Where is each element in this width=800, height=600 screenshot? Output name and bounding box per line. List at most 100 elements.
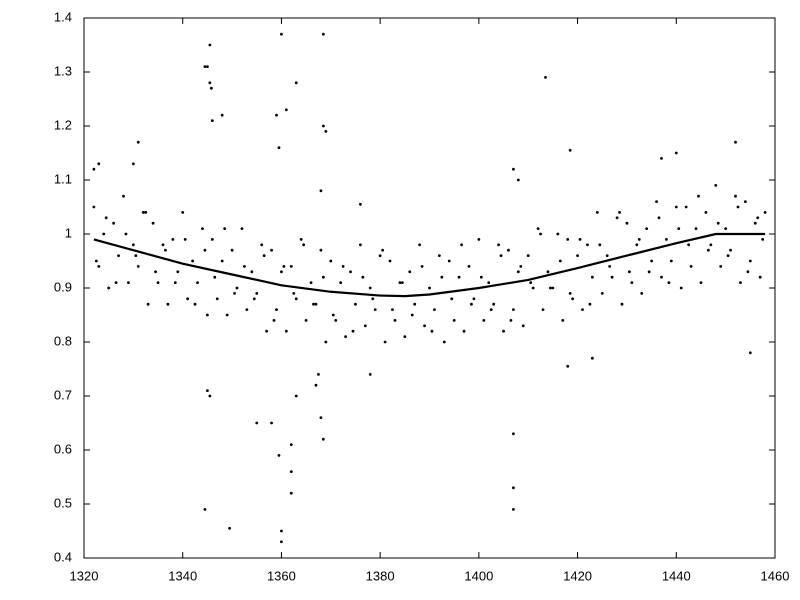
data-point	[677, 227, 681, 231]
data-point	[203, 508, 207, 511]
data-point	[270, 248, 273, 252]
data-point	[203, 65, 207, 68]
data-point	[201, 227, 204, 231]
data-point	[339, 281, 343, 284]
data-point	[354, 302, 357, 306]
data-point	[595, 211, 599, 214]
data-point	[205, 65, 209, 68]
data-point	[605, 254, 609, 257]
data-point	[304, 319, 308, 322]
data-point	[499, 254, 503, 257]
data-point	[450, 297, 454, 301]
data-point	[669, 259, 673, 263]
data-point	[314, 302, 318, 306]
data-point	[235, 286, 239, 290]
data-point	[378, 254, 382, 257]
data-point	[176, 270, 180, 274]
data-point	[598, 243, 602, 247]
data-point	[97, 265, 101, 268]
y-tick-label: 0.9	[54, 279, 72, 294]
data-point	[351, 329, 355, 333]
data-point	[640, 292, 644, 295]
data-point	[477, 238, 481, 241]
data-point	[368, 373, 372, 376]
data-point	[452, 319, 456, 322]
data-point	[657, 216, 661, 220]
data-point	[512, 508, 515, 511]
data-point	[272, 319, 276, 322]
data-point	[317, 373, 320, 376]
data-point	[388, 259, 392, 263]
data-point	[724, 227, 728, 231]
y-tick-label: 0.8	[54, 333, 72, 348]
data-point	[647, 270, 651, 274]
data-point	[334, 319, 338, 322]
data-point	[230, 248, 234, 252]
data-point	[763, 211, 767, 214]
data-point	[635, 243, 639, 247]
data-point	[215, 297, 219, 301]
y-tick-label: 0.4	[54, 549, 72, 564]
data-point	[284, 329, 288, 333]
data-point	[112, 221, 116, 225]
data-point	[240, 227, 244, 231]
x-tick-label: 1420	[563, 568, 592, 583]
data-point	[151, 221, 155, 225]
data-point	[748, 259, 752, 263]
data-point	[324, 340, 328, 344]
data-point	[117, 254, 120, 257]
data-point	[726, 254, 730, 257]
data-point	[512, 167, 515, 171]
data-point	[289, 491, 293, 495]
data-point	[277, 454, 281, 457]
data-point	[549, 286, 552, 290]
data-point	[383, 340, 387, 344]
data-point	[213, 275, 217, 279]
data-point	[243, 265, 246, 268]
data-point	[512, 308, 515, 311]
data-point	[667, 281, 671, 284]
data-point	[107, 286, 111, 290]
data-point	[600, 292, 604, 295]
data-point	[566, 238, 570, 241]
data-point	[302, 243, 306, 247]
data-point	[509, 319, 513, 322]
data-point	[262, 254, 266, 257]
data-point	[704, 211, 708, 214]
data-point	[97, 162, 101, 166]
data-point	[193, 302, 197, 306]
data-point	[736, 205, 740, 209]
data-point	[205, 389, 209, 392]
fit-line	[93, 232, 766, 298]
data-point	[529, 281, 533, 284]
data-point	[689, 265, 693, 268]
data-point	[349, 270, 352, 274]
data-point	[122, 194, 125, 198]
data-point	[536, 227, 540, 231]
data-point	[502, 329, 505, 333]
data-point	[531, 286, 535, 290]
data-point	[314, 383, 318, 387]
data-point	[544, 76, 547, 79]
data-point	[319, 189, 323, 193]
data-point	[363, 324, 367, 328]
data-point	[420, 265, 424, 268]
data-point	[479, 275, 483, 279]
data-point	[282, 265, 286, 268]
data-point	[546, 270, 550, 274]
data-point	[472, 297, 476, 301]
data-point	[746, 270, 750, 274]
data-point	[660, 275, 663, 279]
data-point	[321, 437, 325, 441]
data-point	[571, 297, 575, 301]
data-point	[430, 329, 434, 333]
data-point	[94, 259, 98, 263]
data-point	[719, 265, 723, 268]
data-point	[329, 259, 333, 263]
data-point	[280, 32, 283, 36]
data-point	[697, 194, 700, 198]
data-point	[183, 238, 187, 241]
data-point	[312, 302, 315, 306]
data-point	[196, 281, 199, 284]
